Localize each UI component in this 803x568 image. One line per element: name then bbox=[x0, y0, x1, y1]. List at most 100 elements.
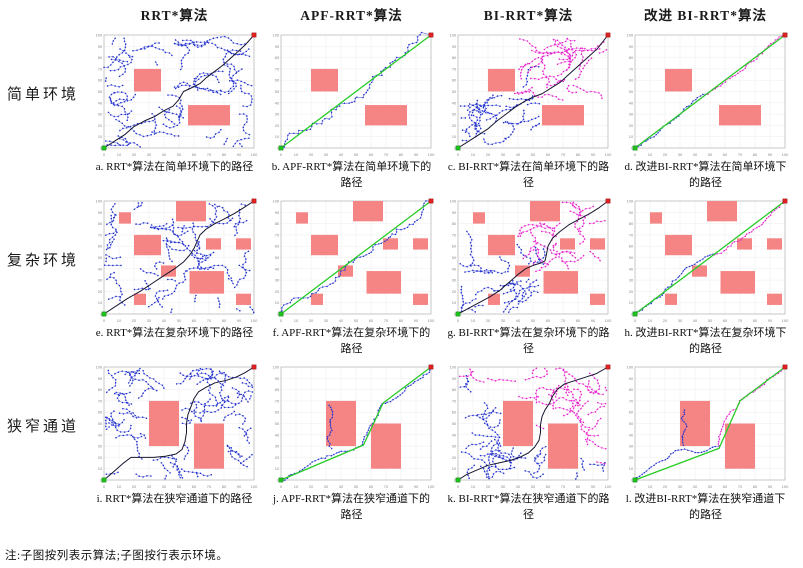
svg-text:20: 20 bbox=[485, 152, 490, 157]
svg-text:0: 0 bbox=[456, 318, 459, 323]
svg-text:30: 30 bbox=[97, 277, 102, 282]
svg-text:10: 10 bbox=[451, 134, 456, 139]
svg-text:80: 80 bbox=[451, 387, 456, 392]
svg-text:50: 50 bbox=[628, 255, 633, 260]
svg-text:20: 20 bbox=[308, 484, 313, 489]
svg-text:40: 40 bbox=[274, 100, 279, 105]
svg-text:70: 70 bbox=[383, 484, 388, 489]
svg-text:90: 90 bbox=[274, 210, 279, 215]
svg-text:20: 20 bbox=[628, 123, 633, 128]
svg-text:30: 30 bbox=[500, 152, 505, 157]
caption-b: b. APF-RRT*算法在简单环境下的路径 bbox=[271, 161, 432, 189]
svg-text:40: 40 bbox=[515, 318, 520, 323]
svg-text:50: 50 bbox=[451, 255, 456, 260]
svg-text:90: 90 bbox=[274, 44, 279, 49]
svg-text:0: 0 bbox=[453, 146, 456, 151]
subplot-i: 0 0 10 10 20 20 30 30 40 40 50 50 60 60 70 70 80 80 90 90 10… bbox=[86, 362, 263, 528]
chart-k-bi-rrt-narrow: 00 10 10 20 20 30 30 40 40 50 50 60 60 70 70 80 80 90 90 10… bbox=[449, 364, 612, 489]
svg-text:30: 30 bbox=[628, 277, 633, 282]
svg-text:60: 60 bbox=[451, 244, 456, 249]
svg-text:50: 50 bbox=[628, 421, 633, 426]
svg-text:40: 40 bbox=[97, 432, 102, 437]
svg-text:20: 20 bbox=[662, 484, 667, 489]
svg-text:50: 50 bbox=[451, 421, 456, 426]
svg-text:10: 10 bbox=[470, 484, 475, 489]
svg-text:50: 50 bbox=[176, 484, 181, 489]
subplot-c: 0 0 10 10 20 20 30 30 40 40 50 50 60 60 70 70 80 80 90 90 10… bbox=[440, 30, 617, 196]
svg-text:0: 0 bbox=[453, 311, 456, 316]
svg-text:90: 90 bbox=[590, 152, 595, 157]
svg-text:20: 20 bbox=[628, 289, 633, 294]
svg-text:10: 10 bbox=[274, 300, 279, 305]
svg-text:60: 60 bbox=[545, 318, 550, 323]
svg-text:60: 60 bbox=[545, 484, 550, 489]
caption-h: h. 改进BI-RRT*算法在复杂环境下的路径 bbox=[624, 326, 787, 355]
svg-text:40: 40 bbox=[692, 152, 697, 157]
svg-text:100: 100 bbox=[626, 364, 633, 369]
svg-text:60: 60 bbox=[545, 152, 550, 157]
svg-text:90: 90 bbox=[413, 152, 418, 157]
svg-text:60: 60 bbox=[722, 318, 727, 323]
svg-text:80: 80 bbox=[752, 318, 757, 323]
svg-text:20: 20 bbox=[662, 152, 667, 157]
svg-text:60: 60 bbox=[722, 484, 727, 489]
svg-text:20: 20 bbox=[308, 318, 313, 323]
subplot-e: 0 0 10 10 20 20 30 30 40 40 50 50 60 60 70 70 80 80 90 90 10… bbox=[86, 196, 263, 362]
svg-text:10: 10 bbox=[274, 466, 279, 471]
svg-text:80: 80 bbox=[398, 152, 403, 157]
svg-text:10: 10 bbox=[116, 318, 121, 323]
svg-text:20: 20 bbox=[97, 289, 102, 294]
svg-text:70: 70 bbox=[560, 152, 565, 157]
svg-text:100: 100 bbox=[272, 198, 279, 203]
caption-l: l. 改进BI-RRT*算法在狭窄通道下的路径 bbox=[625, 492, 786, 521]
svg-text:70: 70 bbox=[451, 232, 456, 237]
svg-text:20: 20 bbox=[274, 123, 279, 128]
svg-text:70: 70 bbox=[206, 484, 211, 489]
svg-text:20: 20 bbox=[131, 318, 136, 323]
svg-text:80: 80 bbox=[97, 387, 102, 392]
svg-text:20: 20 bbox=[97, 455, 102, 460]
chart-f-apf-rrt-complex: 00 10 10 20 20 30 30 40 40 50 50 60 60 70 70 80 80 90 90 10… bbox=[272, 198, 435, 323]
svg-text:100: 100 bbox=[449, 33, 456, 38]
svg-text:60: 60 bbox=[628, 244, 633, 249]
subplot-j: 0 0 10 10 20 20 30 30 40 40 50 50 60 60 70 70 80 80 90 90 10… bbox=[263, 362, 440, 528]
svg-text:80: 80 bbox=[628, 55, 633, 60]
svg-text:30: 30 bbox=[628, 443, 633, 448]
svg-text:0: 0 bbox=[279, 484, 282, 489]
svg-text:100: 100 bbox=[95, 33, 102, 38]
svg-text:70: 70 bbox=[628, 398, 633, 403]
svg-text:60: 60 bbox=[191, 484, 196, 489]
svg-text:80: 80 bbox=[451, 221, 456, 226]
subplot-d: 0 0 10 10 20 20 30 30 40 40 50 50 60 60 70 70 80 80 90 90 10… bbox=[617, 30, 794, 196]
svg-text:100: 100 bbox=[250, 152, 257, 157]
svg-text:100: 100 bbox=[95, 364, 102, 369]
svg-text:90: 90 bbox=[590, 484, 595, 489]
svg-text:0: 0 bbox=[279, 152, 282, 157]
svg-text:0: 0 bbox=[276, 146, 279, 151]
svg-text:10: 10 bbox=[293, 484, 298, 489]
svg-text:60: 60 bbox=[274, 244, 279, 249]
svg-text:70: 70 bbox=[206, 152, 211, 157]
svg-text:0: 0 bbox=[456, 152, 459, 157]
svg-text:0: 0 bbox=[102, 318, 105, 323]
svg-text:100: 100 bbox=[449, 364, 456, 369]
svg-text:10: 10 bbox=[451, 300, 456, 305]
svg-text:30: 30 bbox=[274, 443, 279, 448]
svg-text:60: 60 bbox=[368, 318, 373, 323]
svg-text:60: 60 bbox=[451, 78, 456, 83]
svg-text:100: 100 bbox=[781, 484, 788, 489]
svg-text:30: 30 bbox=[97, 112, 102, 117]
chart-l-improved-bi-rrt-narrow: 00 10 10 20 20 30 30 40 40 50 50 60 60 70 70 80 80 90 90 10… bbox=[626, 364, 789, 489]
figure-grid: RRT*算法 APF-RRT*算法 BI-RRT*算法 改进 BI-RRT*算法… bbox=[7, 8, 794, 528]
svg-text:60: 60 bbox=[274, 78, 279, 83]
svg-text:60: 60 bbox=[191, 152, 196, 157]
caption-i: i. RRT*算法在狭窄通道下的路径 bbox=[96, 492, 253, 505]
svg-text:70: 70 bbox=[560, 484, 565, 489]
svg-text:20: 20 bbox=[485, 318, 490, 323]
svg-text:20: 20 bbox=[97, 123, 102, 128]
svg-text:30: 30 bbox=[677, 318, 682, 323]
svg-text:90: 90 bbox=[413, 318, 418, 323]
svg-text:40: 40 bbox=[692, 318, 697, 323]
svg-text:80: 80 bbox=[274, 221, 279, 226]
svg-text:80: 80 bbox=[575, 484, 580, 489]
